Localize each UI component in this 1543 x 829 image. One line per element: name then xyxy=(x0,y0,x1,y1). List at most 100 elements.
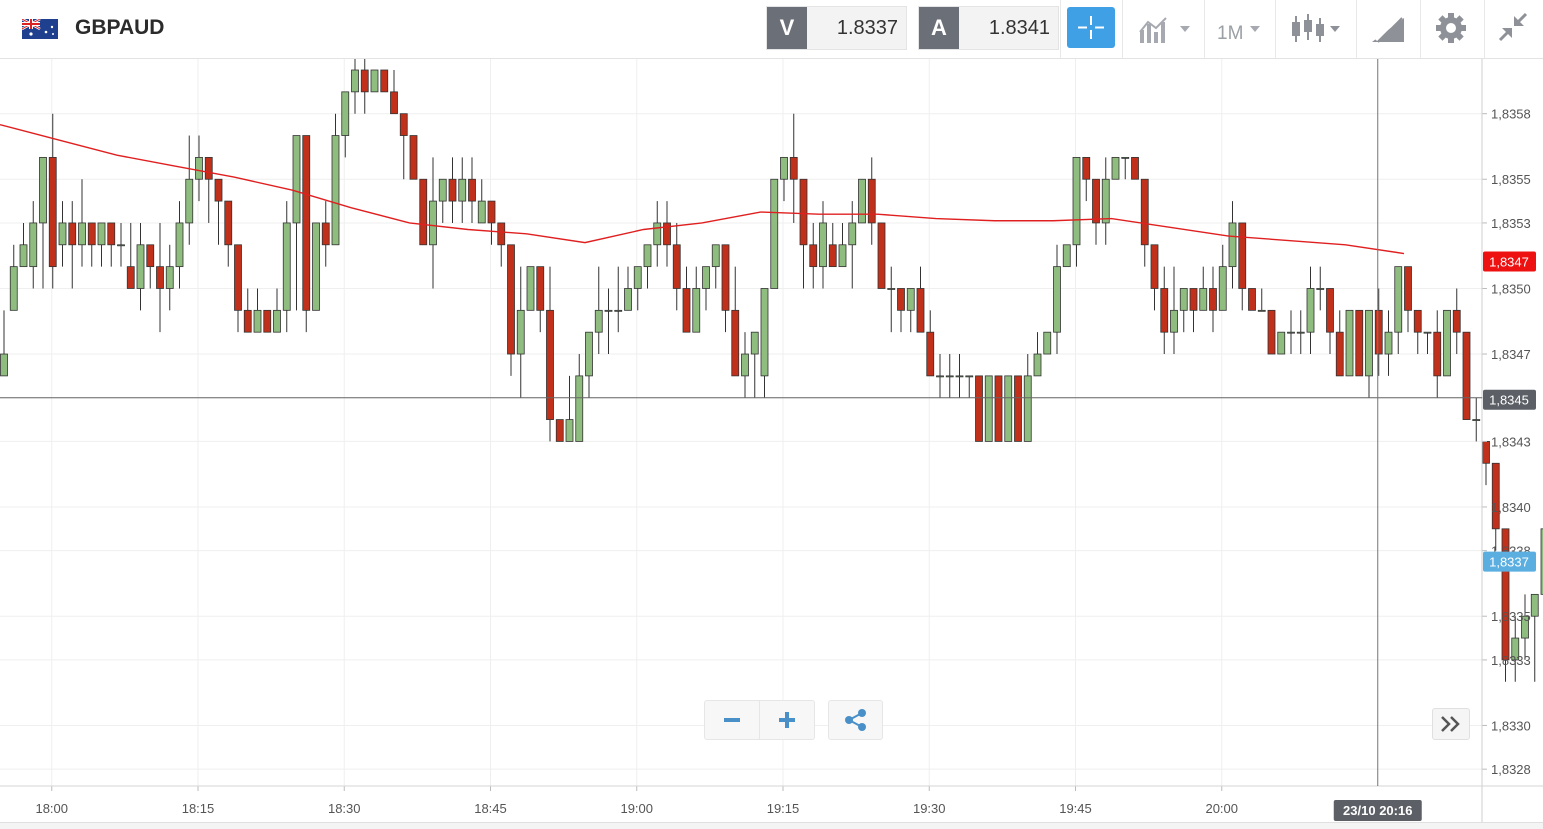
candle-body-down xyxy=(1434,332,1441,376)
candle-body-up xyxy=(751,332,758,354)
crosshair-time-badge: 23/10 20:16 xyxy=(1334,800,1422,821)
candle-body-down xyxy=(556,420,563,442)
candle-body-up xyxy=(1473,420,1480,421)
candle xyxy=(751,332,758,398)
candle xyxy=(771,179,778,288)
candle xyxy=(966,376,973,398)
candle-body-down xyxy=(1239,223,1246,289)
candle-body-down xyxy=(215,179,222,201)
y-tick-label: 1,8343 xyxy=(1491,434,1531,449)
candle-body-down xyxy=(381,70,388,92)
candle-body-up xyxy=(1307,288,1314,332)
candle xyxy=(937,354,944,398)
candle-body-up xyxy=(1200,288,1207,310)
candle-body-down xyxy=(244,310,251,332)
candle xyxy=(1044,332,1051,354)
candle-body-down xyxy=(303,136,310,311)
zoom-in-button[interactable] xyxy=(759,700,815,740)
candle xyxy=(10,245,17,311)
zoom-out-button[interactable] xyxy=(704,700,760,740)
plus-icon xyxy=(760,701,814,739)
crosshair-price-badge: 1,8345 xyxy=(1483,390,1536,410)
candle xyxy=(956,354,963,398)
candle xyxy=(907,288,914,332)
ma-price-badge-text: 1,8347 xyxy=(1489,255,1529,270)
crosshair-time-badge-text: 23/10 20:16 xyxy=(1343,803,1412,818)
candle-body-up xyxy=(566,420,573,442)
candle xyxy=(1073,157,1080,266)
candle-body-up xyxy=(352,70,359,92)
candle xyxy=(235,245,242,332)
candle xyxy=(868,157,875,244)
candle-body-up xyxy=(274,310,281,332)
candle-body-up xyxy=(342,92,349,136)
share-button[interactable] xyxy=(828,700,883,740)
candle xyxy=(244,288,251,332)
candle xyxy=(508,245,515,376)
candle-body-up xyxy=(1180,288,1187,310)
candle-body-up xyxy=(937,376,944,377)
candle-body-up xyxy=(137,245,144,289)
candle xyxy=(264,310,271,332)
x-tick-label: 19:15 xyxy=(767,801,800,816)
candle-body-up xyxy=(761,288,768,375)
candle xyxy=(1356,310,1363,376)
candle xyxy=(1463,332,1470,419)
candle xyxy=(732,267,739,376)
candle xyxy=(781,157,788,201)
candle-body-up xyxy=(634,267,641,289)
candle-body-up xyxy=(79,223,86,245)
candle xyxy=(566,376,573,442)
candle-body-up xyxy=(459,179,466,201)
candle xyxy=(459,157,466,223)
candle xyxy=(1190,288,1197,332)
candle-body-down xyxy=(1327,288,1334,332)
scroll-to-latest-button[interactable] xyxy=(1432,708,1470,740)
candle-body-down xyxy=(673,245,680,289)
candle xyxy=(1258,288,1265,311)
candle-body-down xyxy=(1249,288,1256,310)
candle xyxy=(1531,594,1538,681)
candle xyxy=(118,223,125,267)
candle-body-down xyxy=(1268,310,1275,354)
y-tick-label: 1,8358 xyxy=(1491,107,1531,122)
candle xyxy=(108,223,115,267)
candle-body-up xyxy=(313,223,320,310)
candle-body-down xyxy=(127,267,134,289)
candle-body-up xyxy=(1054,267,1061,333)
current-price-badge-text: 1,8337 xyxy=(1489,555,1529,570)
candle xyxy=(1054,245,1061,354)
candle-body-up xyxy=(1366,310,1373,376)
candle-body-up xyxy=(1258,310,1265,311)
candle-body-up xyxy=(946,376,953,377)
candle-body-up xyxy=(1424,332,1431,333)
candle-body-up xyxy=(1044,332,1051,354)
candle xyxy=(1171,267,1178,354)
candle-body-down xyxy=(1375,310,1382,354)
candle xyxy=(1297,310,1304,354)
candle-body-down xyxy=(88,223,95,245)
candle-body-down xyxy=(508,245,515,354)
crosshair-price-badge-text: 1,8345 xyxy=(1489,393,1529,408)
candle xyxy=(137,223,144,310)
moving-average-layer xyxy=(0,125,1404,254)
candle-body-down xyxy=(1405,267,1412,311)
candle xyxy=(371,70,378,92)
candle xyxy=(1473,398,1480,442)
candle xyxy=(69,201,76,288)
candle xyxy=(1522,594,1529,660)
candle-body-up xyxy=(712,245,719,267)
candle-body-up xyxy=(1288,332,1295,333)
candle-body-down xyxy=(1414,310,1421,332)
candle xyxy=(449,157,456,223)
candle-body-up xyxy=(1346,310,1353,376)
candle-body-up xyxy=(703,267,710,289)
candle-body-down xyxy=(810,245,817,267)
candle-body-up xyxy=(176,223,183,267)
candle-body-down xyxy=(69,223,76,245)
candle-body-down xyxy=(108,223,115,245)
candle-body-down xyxy=(1453,310,1460,332)
candle-body-down xyxy=(1015,376,1022,442)
candle xyxy=(166,245,173,311)
candle xyxy=(1151,245,1158,311)
